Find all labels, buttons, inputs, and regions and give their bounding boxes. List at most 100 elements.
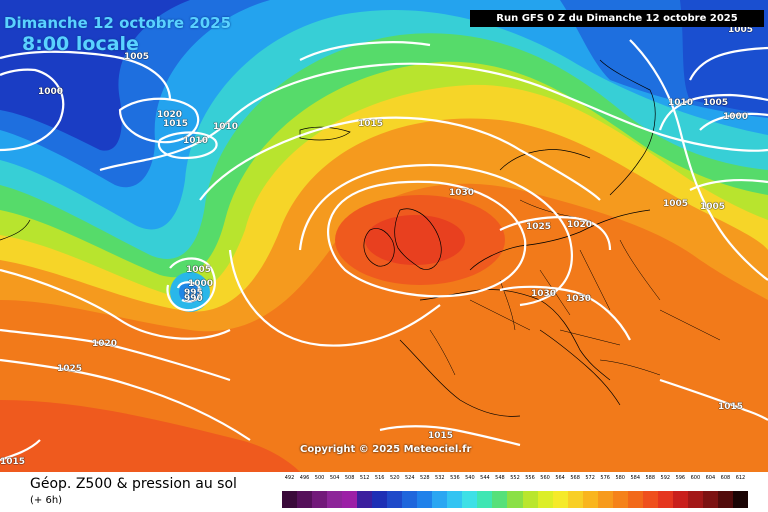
scale-tick-label: 544 <box>480 475 490 481</box>
isobar-label: 1000 <box>38 87 64 97</box>
forecast-time: 8:00 locale <box>22 33 139 55</box>
scale-tick-label: 516 <box>374 475 385 481</box>
field-low-west <box>0 0 190 151</box>
isobar-label: 1005 <box>703 98 729 108</box>
scale-tick-label: 612 <box>735 475 746 481</box>
scale-swatch <box>582 491 599 508</box>
scale-tick-label: 512 <box>359 475 370 481</box>
scale-swatch <box>552 491 569 508</box>
isobar-label: 1000 <box>188 279 214 289</box>
scale-tick-label: 576 <box>600 475 610 481</box>
scale-swatch <box>477 491 493 508</box>
scale-swatch <box>432 491 448 508</box>
scale-swatch <box>312 491 328 508</box>
isobar-label: 995 <box>184 288 203 298</box>
scale-tick-label: 520 <box>389 475 400 481</box>
scale-tick-label: 496 <box>299 475 310 481</box>
field-cyclone-core <box>179 281 201 303</box>
scale-swatch <box>297 491 313 508</box>
scale-tick-label: 528 <box>420 475 430 481</box>
scale-swatch <box>387 491 403 508</box>
scale-swatch <box>417 491 433 508</box>
isobar-label: 1005 <box>663 199 689 209</box>
scale-tick-label: 588 <box>645 475 656 481</box>
isobar-label: 1010 <box>213 122 239 132</box>
scale-tick-label: 564 <box>555 475 565 481</box>
scale-swatch <box>702 491 719 508</box>
isobar-label: 1010 <box>183 136 209 146</box>
scale-swatch <box>492 491 508 508</box>
isobar-label: 1010 <box>668 98 694 108</box>
scale-swatch <box>672 491 689 508</box>
isobar-label: 1000 <box>723 112 749 122</box>
scale-tick-label: 584 <box>630 475 641 481</box>
scale-swatch <box>282 491 298 508</box>
scale-swatch <box>342 491 358 508</box>
isobar-label: 1005 <box>700 202 726 212</box>
scale-tick-label: 540 <box>465 475 475 481</box>
scale-swatch <box>732 491 749 508</box>
scale-tick-label: 492 <box>284 475 295 481</box>
scale-swatch <box>717 491 734 508</box>
scale-tick-label: 592 <box>660 475 671 481</box>
isobar-label: 1005 <box>124 52 150 62</box>
isobar-label: 1015 <box>358 119 384 129</box>
field-low-east <box>680 0 768 114</box>
isobar-label: 1020 <box>92 339 118 349</box>
scale-tick-label: 536 <box>450 475 460 481</box>
scale-swatch <box>372 491 388 508</box>
scale-tick-label: 568 <box>570 475 580 481</box>
scale-swatch <box>507 491 523 508</box>
scale-swatch <box>627 491 644 508</box>
scale-tick-label: 608 <box>720 475 731 481</box>
field-sw-warm <box>0 400 300 472</box>
scale-tick-label: 532 <box>435 475 445 481</box>
isobar-label: 1030 <box>531 289 557 299</box>
scale-tick-label: 600 <box>690 475 701 481</box>
isobar-label: 990 <box>184 294 203 304</box>
scale-tick-label: 508 <box>344 475 355 481</box>
scale-tick-label: 596 <box>675 475 686 481</box>
scale-swatch <box>687 491 704 508</box>
field-band-skyblue <box>0 0 768 230</box>
scale-swatch <box>597 491 614 508</box>
scale-tick-label: 524 <box>404 475 415 481</box>
isobar-label: 1015 <box>428 431 454 441</box>
scale-tick-label: 560 <box>540 475 550 481</box>
isobar-label: 1020 <box>157 110 183 120</box>
field-high-center <box>365 215 465 265</box>
scale-swatch <box>567 491 584 508</box>
isobar-label: 1020 <box>567 220 593 230</box>
scale-tick-label: 604 <box>705 475 716 481</box>
scale-tick-label: 552 <box>510 475 520 481</box>
scale-tick-label: 500 <box>314 475 325 481</box>
scale-tick-label: 548 <box>495 475 505 481</box>
scale-swatch <box>402 491 418 508</box>
scale-tick-label: 504 <box>329 475 340 481</box>
isobar-label: 1025 <box>526 222 552 232</box>
isobar-label: 1030 <box>566 294 592 304</box>
isobar-label: 1005 <box>728 25 754 35</box>
scale-swatch <box>522 491 539 508</box>
scale-swatch <box>657 491 674 508</box>
scale-swatch <box>537 491 554 508</box>
scale-tick-label: 556 <box>525 475 535 481</box>
scale-swatch <box>642 491 659 508</box>
scale-tick-label: 572 <box>585 475 595 481</box>
isobar-label: 1005 <box>186 265 212 275</box>
scale-swatch <box>447 491 463 508</box>
forecast-date: Dimanche 12 octobre 2025 <box>4 14 232 32</box>
legend-subtitle: (+ 6h) <box>30 495 63 506</box>
copyright-notice: Copyright © 2025 Meteociel.fr <box>300 444 472 455</box>
scale-swatch <box>357 491 373 508</box>
legend-title: Géop. Z500 & pression au sol <box>30 476 237 492</box>
geopotential-map <box>0 0 768 472</box>
color-scale: 492 496 500 504 508 512 516 520 524 528 532 536 540 5… <box>282 475 752 509</box>
legend-footer: Géop. Z500 & pression au sol (+ 6h) 492 4… <box>0 472 768 512</box>
scale-swatch <box>327 491 343 508</box>
coastlines <box>0 59 656 417</box>
scale-tick-label: 580 <box>615 475 625 481</box>
isobar-label: 1015 <box>718 402 744 412</box>
scale-swatch <box>462 491 478 508</box>
